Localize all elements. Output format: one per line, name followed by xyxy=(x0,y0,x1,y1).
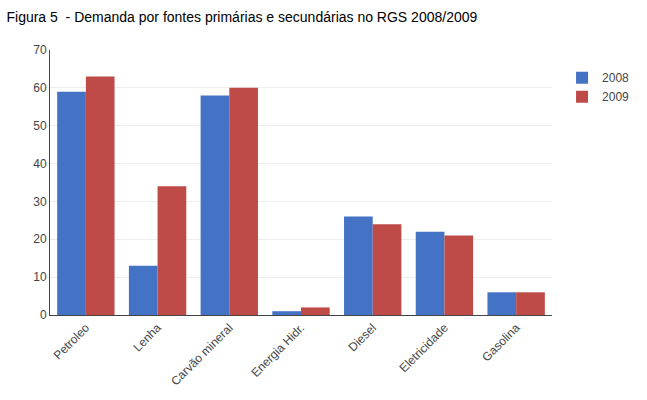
svg-text:30: 30 xyxy=(33,195,47,209)
svg-text:10: 10 xyxy=(33,270,47,284)
svg-text:20: 20 xyxy=(33,232,47,246)
svg-text:Diesel: Diesel xyxy=(346,321,379,354)
svg-text:Eletricidade: Eletricidade xyxy=(397,321,451,375)
svg-text:60: 60 xyxy=(33,81,47,95)
svg-text:Energia Hidr.: Energia Hidr. xyxy=(248,321,307,380)
svg-text:Figura 5 - Demanda por fontes: Figura 5 - Demanda por fontes primárias … xyxy=(6,9,477,25)
svg-text:2009: 2009 xyxy=(602,90,629,104)
svg-text:Gasolina: Gasolina xyxy=(479,321,523,365)
svg-text:Lenha: Lenha xyxy=(130,321,164,355)
svg-text:0: 0 xyxy=(40,308,47,322)
svg-text:40: 40 xyxy=(33,157,47,171)
svg-text:Carvão mineral: Carvão mineral xyxy=(168,321,235,388)
svg-text:Petroleo: Petroleo xyxy=(51,321,93,363)
svg-text:2008: 2008 xyxy=(602,71,629,85)
svg-text:70: 70 xyxy=(33,43,47,57)
svg-text:50: 50 xyxy=(33,119,47,133)
